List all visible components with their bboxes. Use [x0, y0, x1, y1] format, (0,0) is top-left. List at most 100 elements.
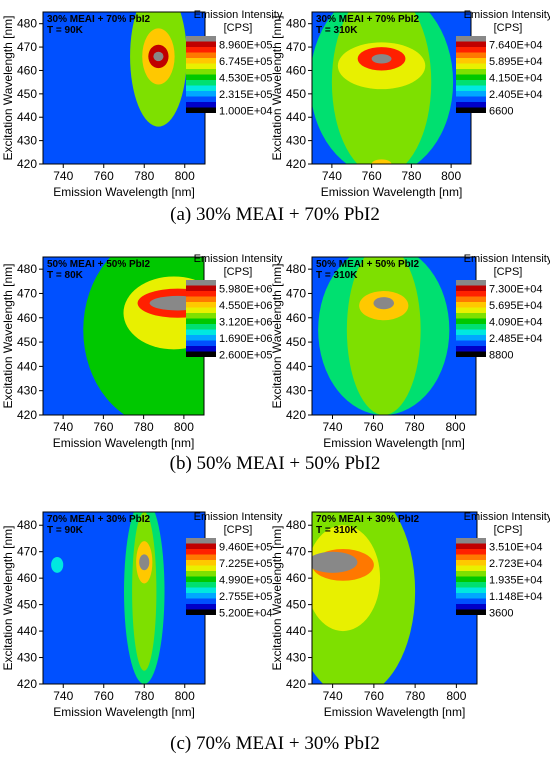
y-tick-label: 430 — [286, 384, 306, 398]
panel-label-temperature: T = 90K — [47, 25, 84, 36]
colorbar-unit: [CPS] — [224, 266, 253, 278]
colorbar-swatch — [456, 604, 486, 610]
colorbar-title: Emission Intensity — [464, 253, 550, 265]
x-tick-label: 780 — [405, 689, 425, 703]
y-tick-label: 440 — [17, 624, 37, 638]
colorbar-tick-label: 1.690E+06 — [219, 333, 273, 345]
x-tick-label: 800 — [445, 420, 465, 434]
x-tick-label: 800 — [441, 169, 461, 183]
colorbar-title: Emission Intensity — [464, 9, 550, 21]
colorbar-swatch — [186, 85, 216, 92]
heatmap-panel-b-right: 740 760 780 800 420 430 440 450 460 470 480 Emissio… — [270, 253, 550, 450]
panel-label-composition: 70% MEAI + 30% PbI2 — [47, 514, 151, 525]
y-tick-label: 450 — [17, 335, 37, 349]
contour-blob-3 — [373, 297, 394, 310]
colorbar-swatch — [456, 58, 486, 64]
colorbar-swatch — [456, 609, 486, 615]
y-tick-label: 430 — [286, 134, 306, 148]
y-tick-label: 480 — [17, 262, 37, 276]
colorbar-swatch — [456, 74, 486, 81]
colorbar-tick-label: 1.000E+04 — [219, 105, 273, 117]
colorbar-tick-label: 4.150E+04 — [489, 72, 543, 84]
colorbar-swatch — [456, 107, 486, 113]
y-tick-label: 450 — [17, 598, 37, 612]
y-tick-label: 470 — [17, 545, 37, 559]
colorbar-swatch — [186, 80, 216, 86]
colorbar-swatch — [186, 47, 216, 53]
colorbar-tick-label: 1.148E+04 — [489, 591, 543, 603]
colorbar-unit: [CPS] — [494, 266, 523, 278]
colorbar-swatch — [186, 291, 216, 297]
panel-label-composition: 50% MEAI + 50% PbI2 — [316, 259, 420, 270]
colorbar-tick-label: 4.530E+05 — [219, 72, 273, 84]
colorbar-swatch — [456, 102, 486, 108]
y-tick-label: 450 — [286, 335, 306, 349]
colorbar-swatch — [186, 324, 216, 330]
colorbar-swatch — [186, 346, 216, 352]
y-tick-label: 420 — [17, 408, 37, 422]
colorbar-tick-label: 3.510E+04 — [489, 541, 543, 553]
colorbar-title: Emission Intensity — [194, 511, 283, 523]
colorbar-swatch — [456, 351, 486, 357]
colorbar-swatch — [186, 335, 216, 341]
colorbar-tick-label: 2.405E+04 — [489, 89, 543, 101]
x-tick-label: 760 — [364, 689, 384, 703]
contour-blob-5 — [371, 159, 392, 164]
panel-label-temperature: T = 90K — [47, 525, 84, 536]
x-tick-label: 740 — [322, 169, 342, 183]
colorbar-tick-label: 2.315E+05 — [219, 89, 273, 101]
colorbar-swatch — [186, 340, 216, 347]
colorbar-swatch — [186, 52, 216, 59]
contour-blob-1 — [346, 257, 421, 415]
colorbar-swatch — [456, 329, 486, 336]
colorbar-swatch — [186, 543, 216, 550]
colorbar-swatch — [186, 91, 216, 97]
heatmap-panel-c-right: 740 760 780 800 420 430 440 450 460 470 480 Emissio… — [270, 511, 550, 719]
colorbar-swatch — [456, 36, 486, 42]
colorbar-swatch — [186, 538, 216, 544]
x-tick-label: 800 — [175, 169, 195, 183]
x-tick-label: 780 — [134, 169, 154, 183]
heatmap-panel-a-right: 740 760 780 800 420 430 440 450 460 470 480 Emissio… — [270, 9, 550, 199]
x-tick-label: 760 — [362, 169, 382, 183]
colorbar-swatch — [186, 36, 216, 42]
x-axis-label: Emission Wavelength [nm] — [321, 185, 463, 199]
colorbar-tick-label: 9.460E+05 — [219, 541, 273, 553]
colorbar-swatch — [186, 609, 216, 615]
x-tick-label: 780 — [134, 689, 154, 703]
colorbar-swatch — [456, 47, 486, 53]
colorbar-swatch — [186, 107, 216, 113]
contour-blob-3 — [153, 51, 164, 62]
panel-label-composition: 30% MEAI + 70% PbI2 — [47, 14, 151, 25]
caption-a: (a) 30% MEAI + 70% PbI2 — [170, 204, 380, 225]
colorbar-swatch — [186, 318, 216, 325]
colorbar-swatch — [186, 593, 216, 599]
y-tick-label: 460 — [17, 571, 37, 585]
heatmap-panel-b-left: 740 760 780 800 420 430 440 450 460 470 480 Emissio… — [1, 253, 283, 450]
x-tick-label: 780 — [134, 420, 154, 434]
colorbar-tick-label: 4.990E+05 — [219, 574, 273, 586]
y-tick-label: 480 — [17, 518, 37, 532]
colorbar-swatch — [186, 351, 216, 357]
contour-blob-4 — [51, 556, 64, 573]
colorbar-tick-label: 2.723E+04 — [489, 558, 543, 570]
background-level — [43, 512, 205, 684]
y-tick-label: 460 — [286, 311, 306, 325]
y-tick-label: 480 — [286, 262, 306, 276]
x-axis-label: Emission Wavelength [nm] — [53, 185, 195, 199]
colorbar-swatch — [456, 549, 486, 555]
colorbar-swatch — [186, 41, 216, 48]
x-tick-label: 740 — [322, 420, 342, 434]
colorbar-swatch — [456, 554, 486, 561]
plot-area — [43, 512, 205, 684]
x-tick-label: 780 — [404, 420, 424, 434]
colorbar-tick-label: 8800 — [489, 349, 513, 361]
colorbar-swatch — [186, 560, 216, 566]
colorbar-tick-label: 5.980E+06 — [219, 283, 273, 295]
colorbar-swatch — [456, 285, 486, 292]
y-axis-label: Excitation Wavelength [nm] — [270, 264, 284, 409]
x-axis-label: Emission Wavelength [nm] — [53, 705, 195, 719]
y-axis-label: Excitation Wavelength [nm] — [270, 16, 284, 161]
panel-label-composition: 70% MEAI + 30% PbI2 — [316, 514, 420, 525]
caption-c: (c) 70% MEAI + 30% PbI2 — [170, 733, 380, 754]
